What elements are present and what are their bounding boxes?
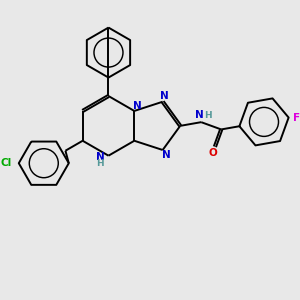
Text: N: N bbox=[96, 152, 104, 162]
Text: N: N bbox=[162, 150, 170, 160]
Text: O: O bbox=[208, 148, 217, 158]
Text: Cl: Cl bbox=[0, 158, 12, 168]
Text: H: H bbox=[96, 159, 104, 168]
Text: F: F bbox=[293, 112, 300, 123]
Text: N: N bbox=[160, 91, 169, 101]
Text: N: N bbox=[195, 110, 204, 120]
Text: H: H bbox=[204, 111, 211, 120]
Text: N: N bbox=[133, 101, 142, 111]
